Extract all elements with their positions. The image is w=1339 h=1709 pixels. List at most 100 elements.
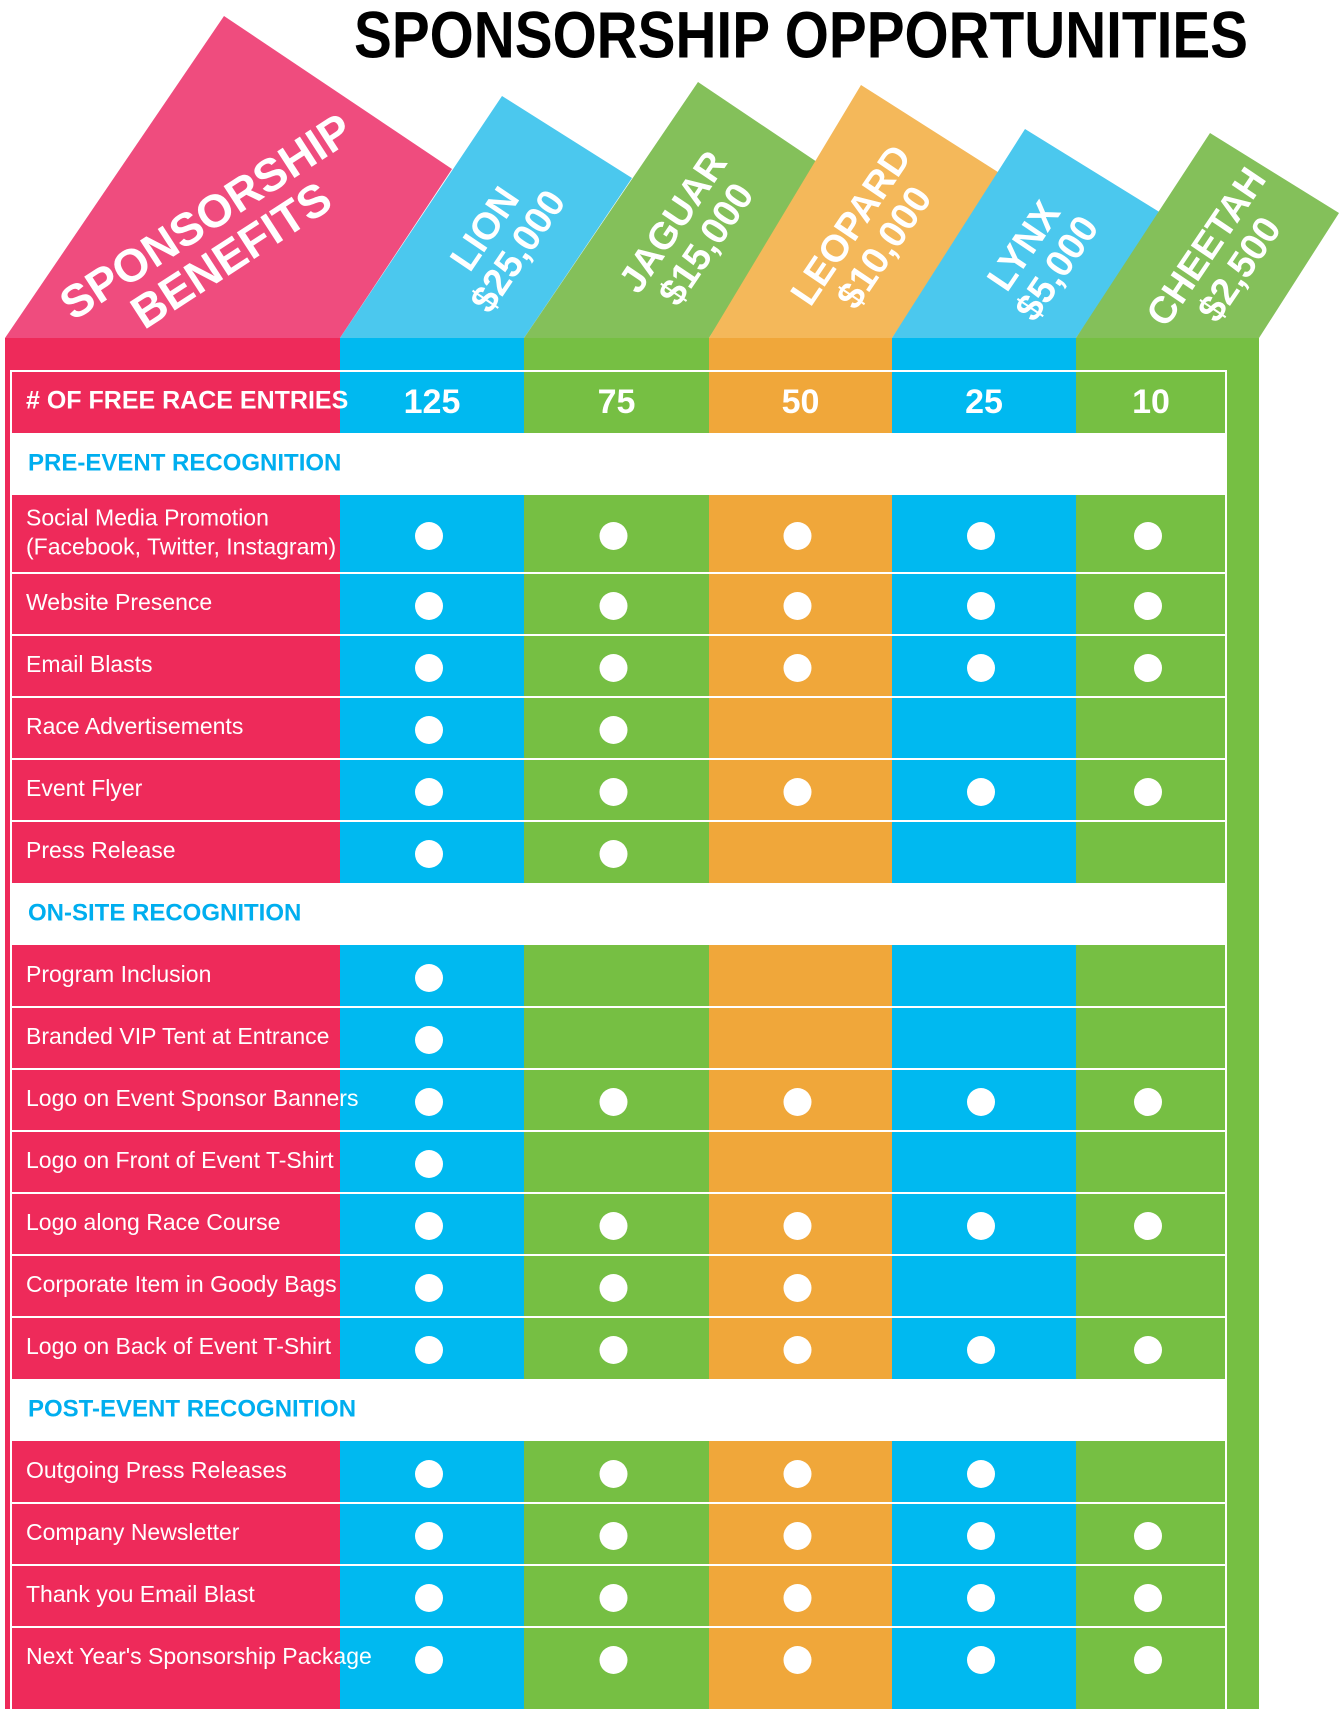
check-dot xyxy=(967,1212,995,1240)
check-dot xyxy=(415,1522,443,1550)
row-label: Logo on Event Sponsor Banners xyxy=(26,1085,358,1111)
row-label: Company Newsletter xyxy=(26,1519,240,1545)
check-dot xyxy=(783,522,812,550)
check-dot xyxy=(599,1336,628,1364)
entries-value: 75 xyxy=(598,383,636,421)
section-title: PRE-EVENT RECOGNITION xyxy=(28,449,341,476)
check-dot xyxy=(783,654,812,682)
check-dot xyxy=(599,1522,628,1550)
check-dot xyxy=(1134,1088,1162,1116)
table-frame xyxy=(10,370,1227,1709)
check-dot xyxy=(783,1088,812,1116)
check-dot xyxy=(599,1274,628,1302)
check-dot xyxy=(415,1212,443,1240)
check-dot xyxy=(783,1460,812,1488)
check-dot xyxy=(967,592,995,620)
check-dot xyxy=(967,1088,995,1116)
check-dot xyxy=(415,1584,443,1612)
entries-value: 50 xyxy=(782,383,820,421)
check-dot xyxy=(599,716,628,744)
check-dot xyxy=(599,1088,628,1116)
tier-tab xyxy=(340,96,632,338)
check-dot xyxy=(967,1336,995,1364)
section-title: POST-EVENT RECOGNITION xyxy=(28,1395,356,1422)
entries-value: 25 xyxy=(965,383,1003,421)
check-dot xyxy=(599,778,628,806)
check-dot xyxy=(415,1026,443,1054)
check-dot xyxy=(599,654,628,682)
check-dot xyxy=(1134,1646,1162,1674)
entries-value: 125 xyxy=(404,383,461,421)
check-dot xyxy=(1134,1522,1162,1550)
row-label: Logo along Race Course xyxy=(26,1209,280,1235)
row-label: Race Advertisements xyxy=(26,713,243,739)
check-dot xyxy=(599,1460,628,1488)
section-header xyxy=(11,883,1227,945)
check-dot xyxy=(1134,778,1162,806)
tier-tab xyxy=(709,85,1001,338)
check-dot xyxy=(967,1460,995,1488)
check-dot xyxy=(415,592,443,620)
row-label: Next Year's Sponsorship Package xyxy=(26,1643,372,1669)
check-dot xyxy=(415,840,443,868)
check-dot xyxy=(967,522,995,550)
check-dot xyxy=(415,654,443,682)
check-dot xyxy=(1134,1212,1162,1240)
row-label: Branded VIP Tent at Entrance xyxy=(26,1023,329,1049)
check-dot xyxy=(967,778,995,806)
check-dot xyxy=(415,716,443,744)
check-dot xyxy=(783,1274,812,1302)
check-dot xyxy=(415,1150,443,1178)
entries-value: 10 xyxy=(1132,383,1170,421)
check-dot xyxy=(967,654,995,682)
check-dot xyxy=(415,964,443,992)
row-label: Logo on Back of Event T-Shirt xyxy=(26,1333,332,1359)
label-column xyxy=(5,338,340,1709)
check-dot xyxy=(415,1336,443,1364)
check-dot xyxy=(1134,522,1162,550)
check-dot xyxy=(783,1212,812,1240)
check-dot xyxy=(1134,1336,1162,1364)
tier-tab xyxy=(524,82,820,338)
section-header xyxy=(11,1379,1227,1441)
row-label: (Facebook, Twitter, Instagram) xyxy=(26,534,336,560)
check-dot xyxy=(599,1646,628,1674)
check-dot xyxy=(783,1584,812,1612)
check-dot xyxy=(783,778,812,806)
row-label: Email Blasts xyxy=(26,651,153,677)
check-dot xyxy=(967,1522,995,1550)
tier-column xyxy=(1076,338,1259,1709)
section-title: ON-SITE RECOGNITION xyxy=(28,899,301,926)
row-label: Outgoing Press Releases xyxy=(26,1457,287,1483)
check-dot xyxy=(415,1274,443,1302)
section-header xyxy=(11,433,1227,495)
check-dot xyxy=(783,1336,812,1364)
check-dot xyxy=(415,522,443,550)
check-dot xyxy=(599,840,628,868)
title: SPONSORSHIP OPPORTUNITIES xyxy=(354,0,1248,71)
check-dot xyxy=(415,778,443,806)
check-dot xyxy=(967,1646,995,1674)
row-label: Press Release xyxy=(26,837,176,863)
check-dot xyxy=(1134,1584,1162,1612)
row-label: Program Inclusion xyxy=(26,961,211,987)
check-dot xyxy=(967,1584,995,1612)
row-label: Event Flyer xyxy=(26,775,143,801)
row-label: Social Media Promotion xyxy=(26,505,269,531)
tier-tab xyxy=(1076,133,1339,338)
benefits-tab xyxy=(5,16,452,338)
check-dot xyxy=(415,1088,443,1116)
check-dot xyxy=(415,1460,443,1488)
row-label: Website Presence xyxy=(26,589,212,615)
check-dot xyxy=(783,1522,812,1550)
check-dot xyxy=(783,1646,812,1674)
row-label: Thank you Email Blast xyxy=(26,1581,255,1607)
entries-label: # OF FREE RACE ENTRIES xyxy=(26,387,348,415)
check-dot xyxy=(599,522,628,550)
check-dot xyxy=(1134,654,1162,682)
check-dot xyxy=(783,592,812,620)
row-label: Corporate Item in Goody Bags xyxy=(26,1271,337,1297)
tier-tab xyxy=(892,129,1161,338)
